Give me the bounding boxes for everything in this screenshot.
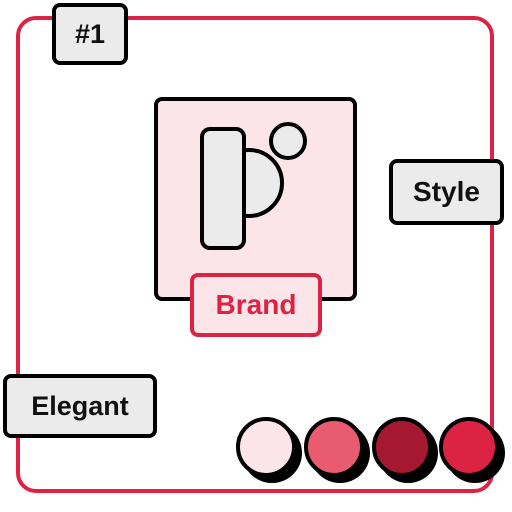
style-label: Style [413,176,480,207]
style-tag: Style [389,159,504,225]
brand-badge: Brand [190,273,322,337]
letter-b-logo-icon [200,122,307,250]
swatch-color [372,417,432,477]
swatch-color [236,417,296,477]
rank-label: #1 [74,18,106,49]
elegant-tag: Elegant [3,374,157,438]
color-swatch-2 [304,417,370,483]
rank-tag: #1 [52,3,128,65]
color-swatch-1 [236,417,302,483]
color-swatch-3 [372,417,438,483]
card-frame [16,16,494,493]
elegant-label: Elegant [31,390,129,421]
swatch-color [439,417,499,477]
swatch-color [304,417,364,477]
logo-tile [154,97,357,301]
color-swatch-4 [439,417,505,483]
brand-label: Brand [215,289,297,320]
